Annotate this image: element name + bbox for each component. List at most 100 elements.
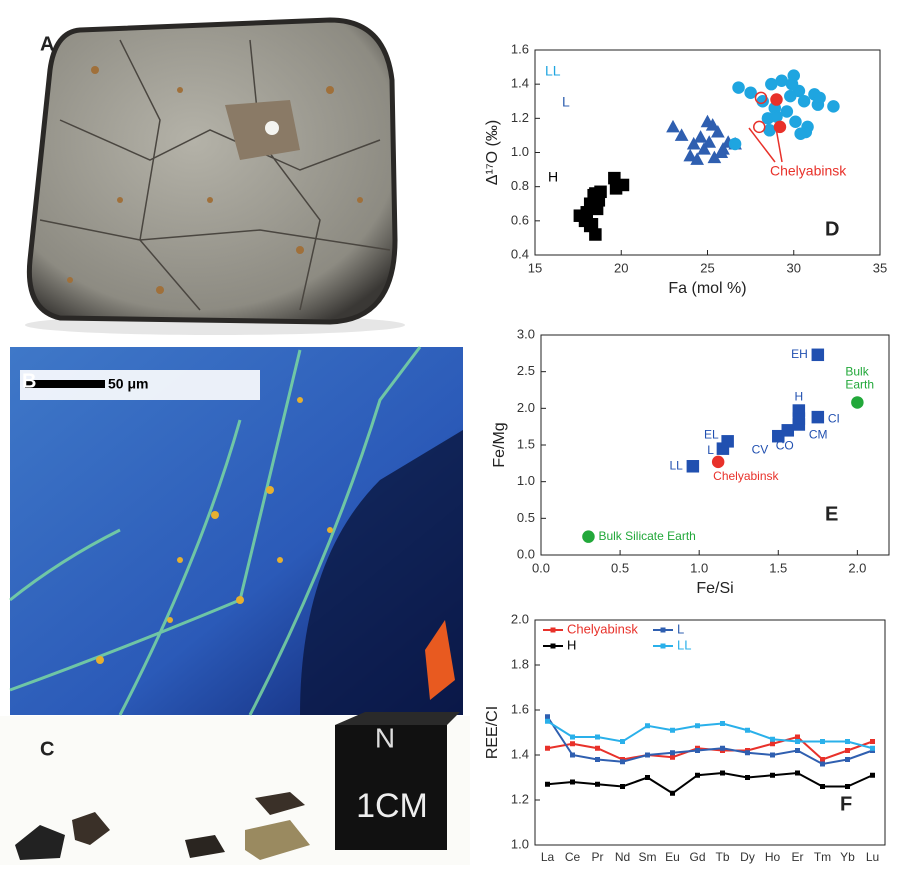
x-tick-label: Ho <box>765 850 781 864</box>
marker <box>775 74 788 87</box>
marker <box>845 784 850 789</box>
marker <box>795 770 800 776</box>
x-tick-label: 20 <box>614 260 628 275</box>
marker <box>545 781 550 787</box>
marker <box>732 81 745 94</box>
marker <box>705 118 720 131</box>
marker <box>711 124 725 138</box>
marker <box>594 185 607 199</box>
photo-element-map <box>9 346 463 716</box>
series-label: L <box>562 94 570 110</box>
marker <box>870 772 875 778</box>
x-tick-label: Pr <box>592 850 604 864</box>
x-tick-label: Ce <box>565 850 581 864</box>
y-tick-label: 1.8 <box>511 656 529 671</box>
marker <box>686 460 700 473</box>
legend-marker <box>660 627 666 633</box>
marker <box>770 741 775 747</box>
marker <box>763 124 776 137</box>
y-tick-label: 1.4 <box>511 746 529 761</box>
point-label: EH <box>791 347 808 361</box>
marker <box>795 734 800 740</box>
marker <box>811 410 825 424</box>
y-tick-label: 0.5 <box>517 510 535 525</box>
x-tick-label: Nd <box>615 850 630 864</box>
y-tick-label: 1.4 <box>511 76 529 91</box>
marker <box>811 348 825 362</box>
x-tick-label: Er <box>792 850 804 864</box>
x-tick-label: 0.5 <box>611 560 629 575</box>
marker <box>570 752 575 758</box>
panel-label: A <box>40 33 54 55</box>
x-tick-label: Sm <box>639 850 657 864</box>
marker <box>693 130 708 143</box>
cube-label: N <box>375 722 395 753</box>
legend-label: Chelyabinsk <box>567 621 638 636</box>
point-label: LL <box>669 458 683 472</box>
marker <box>794 127 807 140</box>
point-label: CV <box>752 442 769 456</box>
marker <box>765 77 778 91</box>
marker <box>583 219 597 233</box>
x-tick-label: 1.0 <box>690 560 708 575</box>
x-tick-label: 2.0 <box>848 560 866 575</box>
y-tick-label: 1.0 <box>511 144 529 159</box>
y-axis-label: REE/CI <box>484 706 501 759</box>
legend-label: H <box>567 637 576 652</box>
panel-label: D <box>825 218 839 240</box>
y-tick-label: 1.6 <box>511 41 529 56</box>
marker <box>670 750 675 756</box>
x-tick-label: Tm <box>814 850 831 864</box>
marker <box>570 741 575 747</box>
point-label: CM <box>809 428 828 442</box>
legend-marker <box>550 627 556 633</box>
point-label: Bulk Silicate Earth <box>598 529 695 543</box>
marker <box>702 135 717 148</box>
marker <box>813 91 826 105</box>
annotation-arrows <box>748 127 783 163</box>
marker <box>845 757 850 762</box>
cube-label: 1CM <box>356 787 428 825</box>
marker <box>745 750 750 756</box>
marker <box>674 128 689 141</box>
y-axis-label: Δ¹⁷O (‰) <box>484 120 501 185</box>
marker <box>851 396 864 409</box>
marker <box>753 120 766 134</box>
x-tick-label: La <box>541 850 555 864</box>
marker <box>686 136 701 150</box>
series-label: H <box>548 169 558 185</box>
series-line <box>546 720 873 750</box>
y-tick-label: 1.0 <box>511 836 529 851</box>
x-tick-label: Yb <box>840 850 855 864</box>
marker <box>690 152 704 165</box>
y-tick-label: 2.0 <box>511 611 529 626</box>
y-tick-label: 0.0 <box>517 546 535 561</box>
x-tick-label: 25 <box>700 260 714 275</box>
marker <box>845 748 850 753</box>
marker <box>820 784 825 789</box>
marker <box>773 120 787 134</box>
marker <box>570 779 575 785</box>
panel-label: C <box>40 738 54 760</box>
marker <box>609 182 623 195</box>
marker <box>792 412 806 425</box>
marker <box>620 784 625 789</box>
marker <box>620 739 625 744</box>
marker <box>620 759 625 765</box>
marker <box>845 739 850 744</box>
marker <box>714 145 729 158</box>
y-tick-label: 0.8 <box>511 178 529 193</box>
series-line <box>547 771 873 795</box>
marker <box>545 745 550 751</box>
series-line <box>546 716 873 766</box>
y-tick-label: 1.6 <box>511 701 529 716</box>
panel-label: F <box>840 793 852 815</box>
marker <box>695 772 700 778</box>
y-tick-label: 2.5 <box>517 363 535 378</box>
marker <box>582 530 595 543</box>
scale-bar-label: 50 μm <box>108 376 148 392</box>
marker <box>744 86 757 99</box>
point-label: Earth <box>845 378 874 392</box>
marker <box>795 739 800 744</box>
photo-fragments <box>0 712 470 865</box>
